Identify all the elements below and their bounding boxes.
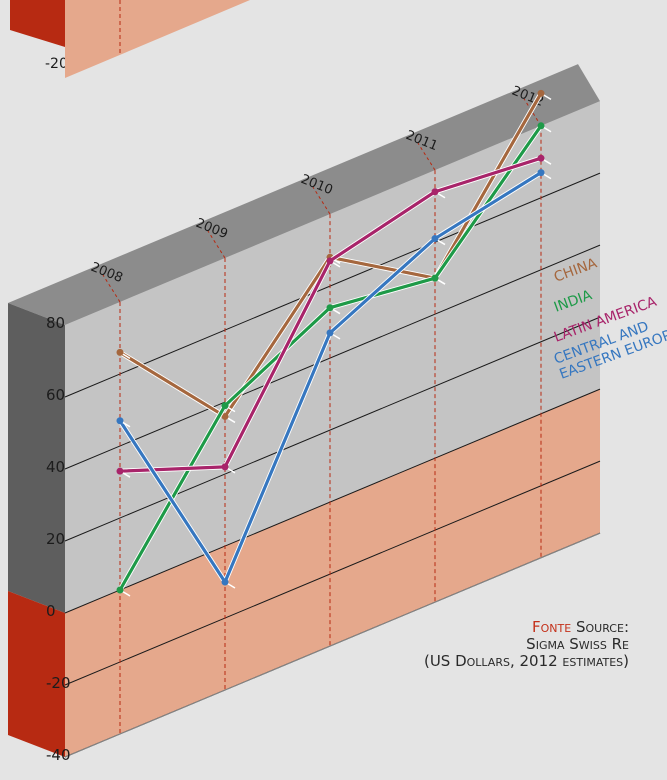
category-top-dash	[417, 142, 436, 171]
y-tick-label: 80	[46, 314, 65, 332]
top-slab	[8, 64, 600, 325]
y-tick-label: 40	[46, 458, 65, 476]
data-point	[116, 417, 124, 425]
data-point	[116, 348, 124, 356]
data-point	[537, 169, 545, 177]
source-line-1: Fonte Source:	[424, 619, 629, 636]
source-line-2: Sigma Swiss Re	[526, 635, 629, 653]
data-point	[116, 586, 124, 594]
left-face-positive	[8, 303, 65, 613]
top-partial-wall	[65, 0, 250, 78]
bottom-edge	[64, 532, 601, 758]
grid-line-40	[64, 244, 601, 470]
data-point	[326, 304, 334, 312]
data-point	[221, 578, 229, 586]
source-label-fonte: Fonte	[532, 618, 572, 636]
data-point	[116, 467, 124, 475]
data-point	[537, 154, 545, 162]
data-point	[431, 188, 439, 196]
y-tick-label: -20	[46, 674, 71, 692]
grid-line-20	[64, 316, 601, 542]
top-partial-tick: -20	[45, 56, 68, 72]
data-point	[537, 89, 545, 97]
data-point	[431, 235, 439, 243]
y-tick-label: 0	[46, 602, 56, 620]
category-top-dash	[102, 274, 121, 303]
data-point	[326, 257, 334, 265]
data-point	[326, 329, 334, 337]
category-top-dash	[207, 230, 226, 259]
y-tick-label: -40	[46, 746, 71, 764]
data-point	[221, 463, 229, 471]
data-point	[431, 274, 439, 282]
source-line-3: (US Dollars, 2012 estimates)	[423, 652, 629, 670]
y-tick-label: 20	[46, 530, 65, 548]
top-partial-face	[10, 0, 65, 47]
grid-line-0	[64, 388, 601, 614]
source-label: Source:	[575, 618, 629, 636]
category-top-dash	[312, 186, 331, 215]
y-tick-label: 60	[46, 386, 65, 404]
data-point	[537, 122, 545, 130]
source-note: Fonte Source: Sigma Swiss Re (US Dollars…	[424, 619, 629, 670]
category-top-dash	[523, 98, 542, 127]
left-face-negative	[8, 591, 65, 757]
grid-line-60	[64, 172, 601, 398]
data-point	[221, 412, 229, 420]
grid-line--20	[64, 460, 601, 686]
data-point	[221, 402, 229, 410]
